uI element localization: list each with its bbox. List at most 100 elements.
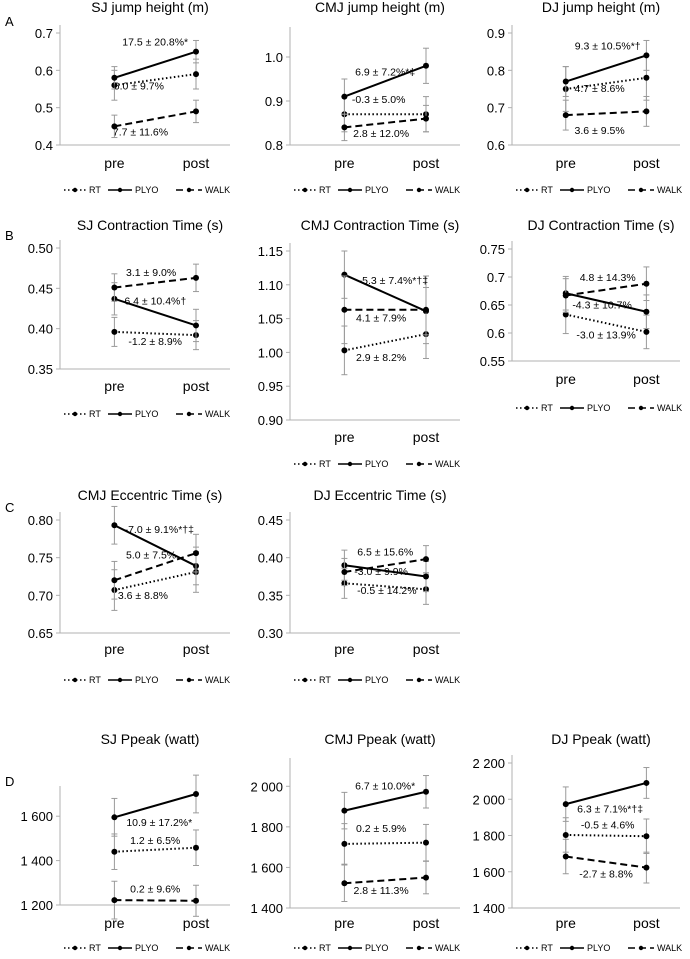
legend-label-plyo: PLYO [365,185,388,195]
legend: RT PLYO WALK [64,409,230,419]
y-tick-label: 1.10 [258,278,283,293]
annotation: 6.0 ± 9.7% [114,80,164,92]
legend-label-plyo: PLYO [587,943,610,953]
y-tick-label: 0.35 [258,588,283,603]
annotation: -7.0 ± 9.1%*†‡ [125,524,195,536]
panel-label-B: B [5,228,14,243]
data-point-post [643,108,650,115]
chart-sj-height: SJ jump height (m) 0.4 0.5 0.6 0.7 pre post 17.… [35,0,230,195]
y-tick-label: 0.40 [28,322,53,337]
x-tick-label-post: post [633,371,660,387]
legend-marker [638,945,644,951]
series-line [344,582,427,591]
x-tick-label-post: post [183,641,210,657]
legend-label-walk: WALK [435,943,460,953]
series-walk [562,838,650,884]
series-walk [562,95,650,131]
legend-label-plyo: PLYO [365,943,388,953]
y-tick-label: 0.6 [487,138,505,153]
legend: RT PLYO WALK [516,943,682,953]
series-line [344,64,427,98]
legend-label-rt: RT [89,409,101,419]
x-tick-label-post: post [183,915,210,931]
legend-label-plyo: PLYO [587,403,610,413]
legend-label-rt: RT [89,185,101,195]
legend-label-walk: WALK [205,409,230,419]
annotation: -4.3 ± 10.7% [572,299,631,311]
annotation: -0.5 ± 4.6% [581,819,635,831]
data-point-post [193,108,199,115]
data-point-post [193,48,199,55]
legend: RT PLYO WALK [516,403,682,413]
x-tick-label-post: post [413,641,440,657]
series-line [113,524,197,567]
data-point-pre [111,284,118,291]
x-tick-label-pre: pre [104,155,124,171]
series-plyo [562,767,650,822]
x-tick-label-pre: pre [334,155,354,171]
series-line [344,333,427,352]
data-point-post [423,788,429,795]
legend-marker [117,945,123,951]
data-point-post [423,839,429,846]
data-point-pre [111,123,118,130]
data-point-pre [341,347,348,354]
legend-label-walk: WALK [205,943,230,953]
legend-label-plyo: PLYO [135,943,158,953]
series-line [343,273,427,313]
series-walk [111,533,199,600]
chart-dj-eccentric: DJ Eccentric Time (s) 0.30 0.35 0.40 0.45 pre… [258,487,460,685]
x-tick-label-pre: pre [556,371,576,387]
y-tick-label: 0.45 [28,281,53,296]
legend-label-rt: RT [319,459,331,469]
data-point-pre [111,897,118,904]
data-point-pre [341,93,348,100]
y-tick-label: 0.6 [35,63,53,78]
data-point-post [193,897,199,904]
data-point-pre [562,292,569,299]
x-tick-label-pre: pre [556,915,576,931]
annotation: 2.8 ± 11.3% [354,885,409,897]
chart-title: SJ Contraction Time (s) [77,217,223,233]
legend-marker [302,945,308,951]
data-point-post [193,844,199,851]
series-plyo [111,505,199,586]
chart-title: CMJ jump height (m) [315,0,445,15]
y-tick-label: 0.55 [480,354,505,369]
annotation: -6.4 ± 10.4%† [121,295,186,307]
legend-label-rt: RT [89,943,101,953]
legend-label-plyo: PLYO [135,185,158,195]
data-point-post [643,779,650,786]
chart-sj-ppeak: SJ Ppeak (watt) 1 200 1 400 1 600 pre post 10.… [20,731,230,953]
data-point-post [193,71,199,78]
data-point-pre [111,522,118,529]
series-line [565,282,647,297]
legend-marker [347,461,353,467]
data-point-pre [562,78,569,85]
chart-cmj-height: CMJ jump height (m) 0.8 0.9 1.0 pre post 6.9 ±… [265,0,460,195]
legend-label-rt: RT [319,943,331,953]
series-line [565,76,647,90]
y-tick-label: 1 800 [250,820,283,835]
legend-label-plyo: PLYO [135,675,158,685]
data-point-post [643,833,650,840]
y-tick-label: 1.15 [258,244,283,259]
panel-label-A: A [5,14,14,29]
data-point-post [643,52,650,59]
legend-label-walk: WALK [435,459,460,469]
legend-label-rt: RT [319,185,331,195]
legend-label-walk: WALK [205,675,230,685]
series-line [344,790,427,812]
legend-marker [72,411,78,417]
y-tick-label: 1.00 [258,345,283,360]
data-point-post [643,280,650,287]
legend-marker [117,187,123,193]
data-point-post [193,322,199,329]
y-tick-label: 0.7 [487,101,505,116]
data-point-post [423,573,429,580]
y-tick-label: 0.65 [480,298,505,313]
series-line [565,313,647,333]
y-tick-label: 0.80 [28,513,53,528]
annotation: 3.6 ± 8.8% [118,590,168,602]
series-line [344,841,427,845]
